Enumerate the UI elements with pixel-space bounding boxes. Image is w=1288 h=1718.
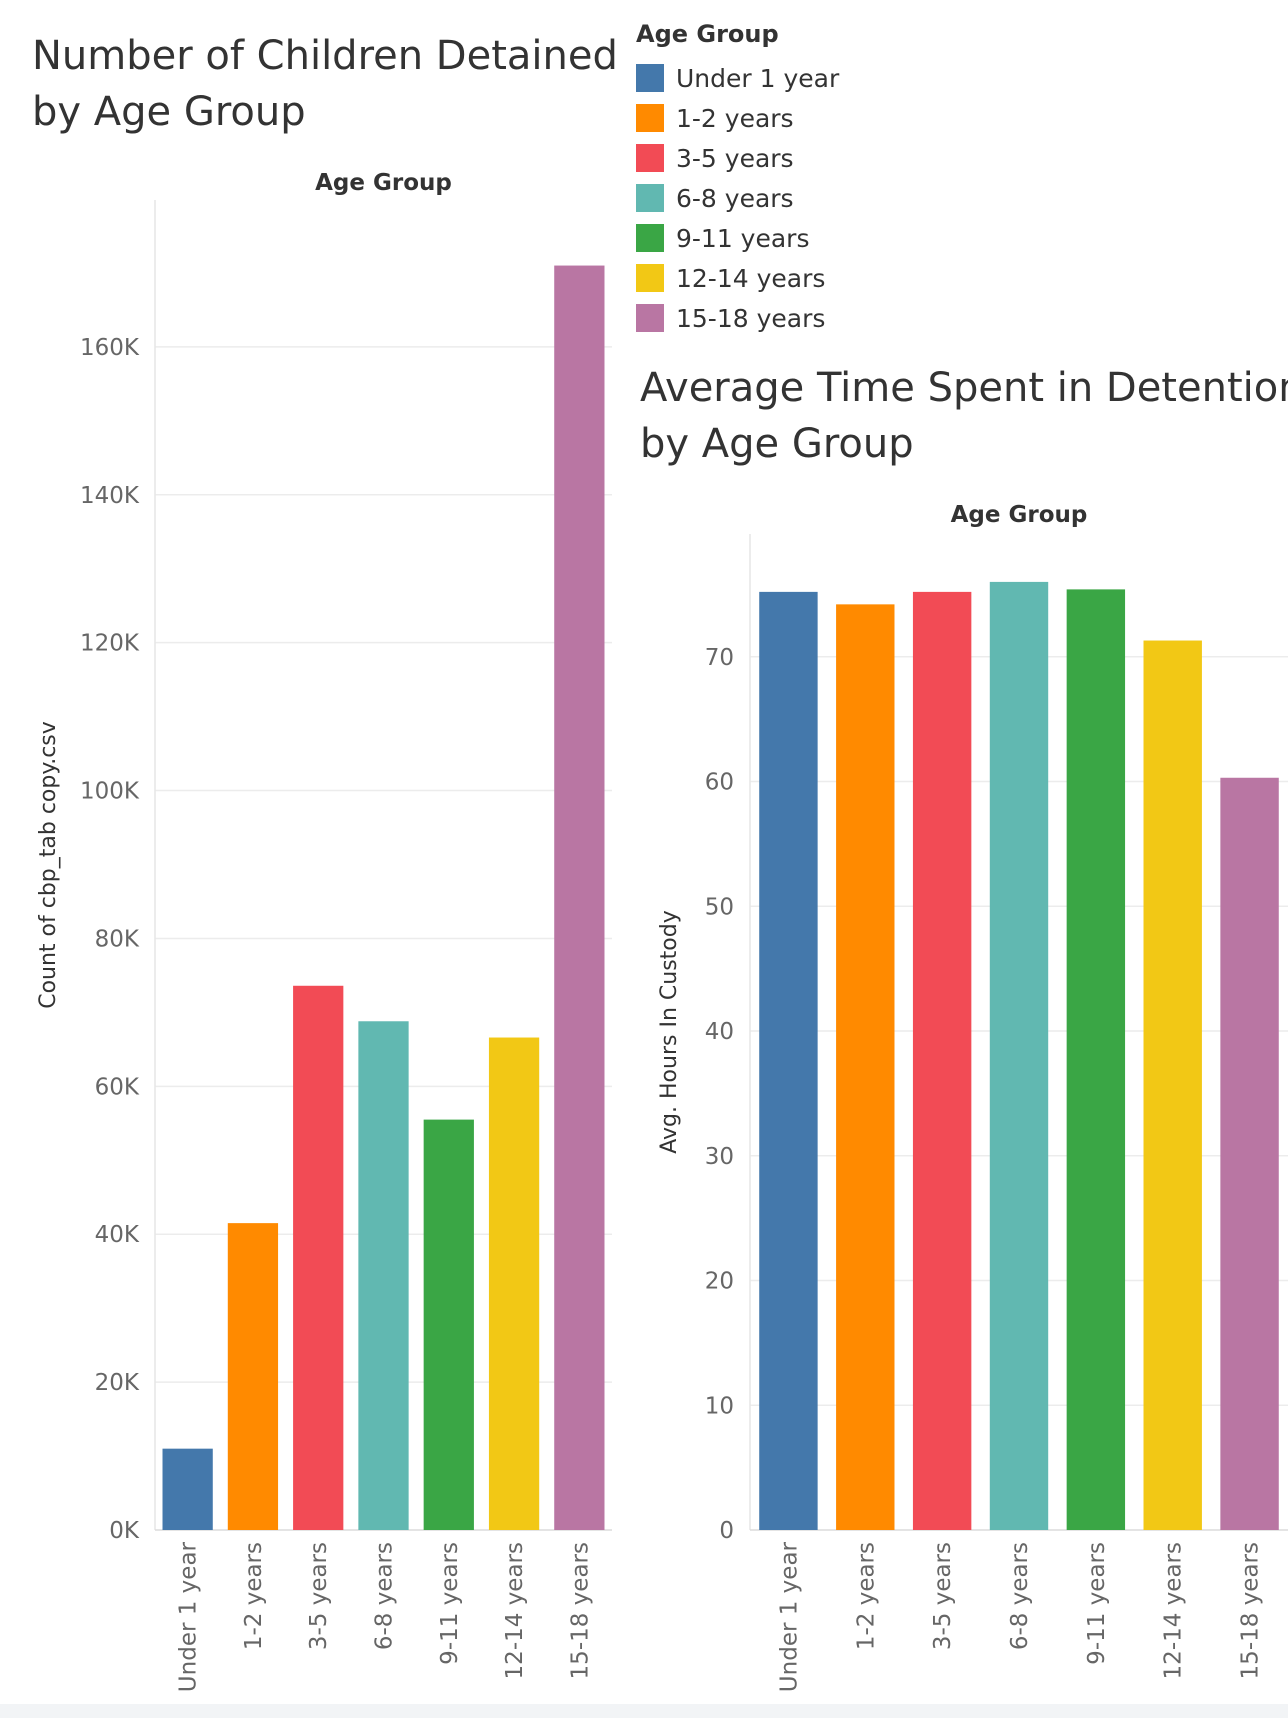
y-tick-label: 20 <box>705 1269 734 1295</box>
bar <box>293 985 344 1530</box>
bar <box>1066 589 1126 1530</box>
x-tick-label: 3-5 years <box>930 1542 956 1650</box>
y-tick-label: 50 <box>705 894 734 920</box>
legend-swatch <box>636 224 664 252</box>
legend-swatch <box>636 104 664 132</box>
x-tick-label: 1-2 years <box>241 1542 267 1650</box>
y-tick-label: 120K <box>80 631 140 657</box>
y-axis-label: Count of cbp_tab copy.csv <box>36 721 61 1009</box>
legend-swatch <box>636 184 664 212</box>
x-tick-label: 9-11 years <box>437 1542 463 1665</box>
y-tick-label: 80K <box>95 926 140 952</box>
y-tick-label: 160K <box>80 335 140 361</box>
x-tick-label: 6-8 years <box>1007 1542 1033 1650</box>
bar <box>836 604 895 1530</box>
legend-item[interactable]: 9-11 years <box>636 218 839 258</box>
legend-label: 12-14 years <box>676 263 826 293</box>
bar <box>1220 777 1279 1530</box>
bar <box>358 1021 409 1530</box>
bar <box>912 591 972 1530</box>
legend-item[interactable]: 15-18 years <box>636 298 839 338</box>
y-tick-label: 100K <box>80 779 140 805</box>
legend-item[interactable]: 12-14 years <box>636 258 839 298</box>
x-tick-label: Under 1 year <box>176 1541 202 1692</box>
bottom-strip <box>0 1704 1288 1718</box>
legend-swatch <box>636 304 664 332</box>
bar <box>423 1119 474 1530</box>
chart1-title-line1: Number of Children Detained <box>32 33 618 79</box>
legend-items: Under 1 year 1-2 years 3-5 years 6-8 years 9… <box>636 58 839 338</box>
bar <box>989 581 1049 1530</box>
chart2-title: Average Time Spent in Detention by Age G… <box>640 360 1288 472</box>
y-tick-label: 140K <box>80 483 140 509</box>
chart-header: Age Group <box>315 170 452 196</box>
legend-item[interactable]: 6-8 years <box>636 178 839 218</box>
y-tick-label: 70 <box>705 645 734 671</box>
legend-swatch <box>636 64 664 92</box>
x-tick-label: 12-14 years <box>502 1542 528 1679</box>
x-tick-label: 15-18 years <box>567 1542 593 1679</box>
legend-label: 1-2 years <box>676 103 794 133</box>
bar <box>488 1037 540 1530</box>
bar <box>759 591 818 1530</box>
y-tick-label: 40K <box>95 1222 140 1248</box>
chart2-title-line2: by Age Group <box>640 421 914 467</box>
y-tick-label: 20K <box>95 1370 140 1396</box>
x-tick-label: 12-14 years <box>1161 1542 1187 1679</box>
y-tick-label: 60 <box>705 770 734 796</box>
y-axis-label: Avg. Hours In Custody <box>657 910 682 1153</box>
chart2-svg: Age Group 0 10 20 30 40 50 60 70 Avg. Hours In Cu… <box>657 502 1288 1692</box>
y-tick-label: 0 <box>719 1518 734 1544</box>
legend-label: 15-18 years <box>676 303 826 333</box>
legend-label: 9-11 years <box>676 223 810 253</box>
legend-title: Age Group <box>636 20 779 48</box>
chart-header: Age Group <box>951 502 1088 528</box>
bar <box>227 1223 279 1530</box>
y-tick-label: 30 <box>705 1144 734 1170</box>
y-tick-label: 10 <box>705 1393 734 1419</box>
legend: Age Group Under 1 year 1-2 years 3-5 years… <box>636 20 839 338</box>
chart1-title-line2: by Age Group <box>32 89 306 135</box>
y-tick-label: 40 <box>705 1019 734 1045</box>
x-tick-label: 6-8 years <box>372 1542 398 1650</box>
chart1-svg: Age Group 0K 20K 40K 60K 80K 100K 120K 140K 160K C… <box>36 170 612 1692</box>
x-tick-label: Under 1 year <box>776 1541 802 1692</box>
legend-swatch <box>636 144 664 172</box>
legend-item[interactable]: 3-5 years <box>636 138 839 178</box>
chart2-title-line1: Average Time Spent in Detention <box>640 365 1288 411</box>
legend-item[interactable]: Under 1 year <box>636 58 839 98</box>
x-tick-label: 3-5 years <box>306 1542 332 1650</box>
x-tick-label: 15-18 years <box>1238 1542 1264 1679</box>
bar <box>554 265 605 1530</box>
bar <box>1143 640 1202 1530</box>
chart1-title: Number of Children Detained by Age Group <box>32 28 618 140</box>
bar <box>162 1448 213 1530</box>
legend-label: Under 1 year <box>676 63 840 93</box>
legend-label: 3-5 years <box>676 143 794 173</box>
legend-label: 6-8 years <box>676 183 794 213</box>
x-tick-label: 9-11 years <box>1084 1542 1110 1665</box>
x-tick-label: 1-2 years <box>853 1542 879 1650</box>
y-tick-label: 0K <box>109 1518 140 1544</box>
legend-item[interactable]: 1-2 years <box>636 98 839 138</box>
legend-swatch <box>636 264 664 292</box>
y-tick-label: 60K <box>95 1074 140 1100</box>
